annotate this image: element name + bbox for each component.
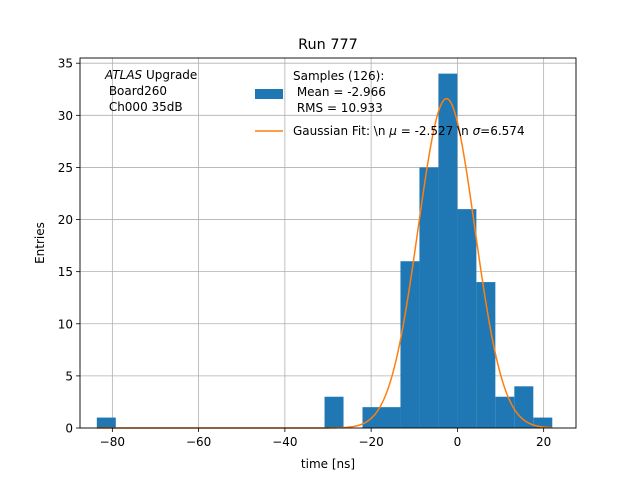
histogram-bar xyxy=(400,261,420,428)
legend-fit-text-1: Gaussian Fit: \n xyxy=(293,124,389,138)
y-tick-label: 35 xyxy=(58,57,73,71)
x-axis-ticks: −80 −60 −40 −20 0 20 xyxy=(100,428,551,449)
histogram-bars xyxy=(96,73,553,429)
legend: Samples (126): Mean = -2.966 RMS = 10.93… xyxy=(255,69,525,138)
x-axis-label: time [ns] xyxy=(301,457,355,471)
legend-fit-sigma: σ xyxy=(473,124,481,138)
y-tick-label: 15 xyxy=(58,265,73,279)
histogram-bar xyxy=(324,396,344,428)
histogram-bar xyxy=(96,417,116,428)
x-tick-label: −60 xyxy=(186,435,211,449)
legend-fit-label: Gaussian Fit: \n μ = -2.527 \n σ=6.574 xyxy=(293,124,525,138)
y-tick-label: 10 xyxy=(58,317,73,331)
upgrade-label: Upgrade xyxy=(142,68,197,82)
x-tick-label: −20 xyxy=(358,435,383,449)
x-tick-label: 0 xyxy=(454,435,462,449)
histogram-bar xyxy=(514,386,534,428)
histogram-bar xyxy=(419,167,439,428)
y-tick-label: 20 xyxy=(58,213,73,227)
atlas-label: ATLAS xyxy=(104,68,143,82)
plot-frame xyxy=(79,57,577,429)
chart-title: Run 777 xyxy=(298,37,358,53)
y-tick-label: 25 xyxy=(58,161,73,175)
annotation-text: ATLAS Upgrade Board260 Ch000 35dB xyxy=(104,68,197,114)
histogram-bar xyxy=(476,282,496,428)
legend-fit-mu: μ xyxy=(388,124,397,138)
x-tick-label: 20 xyxy=(536,435,551,449)
histogram-bar xyxy=(381,407,401,428)
histogram-bar xyxy=(533,417,553,428)
grid xyxy=(80,58,576,429)
legend-fit-text-2: = -2.527 \n xyxy=(397,124,473,138)
y-tick-label: 30 xyxy=(58,109,73,123)
y-axis-ticks: 0 5 10 15 20 25 30 35 xyxy=(58,57,80,436)
legend-hist-label-1: Samples (126): xyxy=(293,69,384,83)
legend-fit-text-3: =6.574 xyxy=(480,124,524,138)
y-axis-label: Entries xyxy=(33,222,47,264)
histogram-bar xyxy=(438,73,458,429)
y-tick-label: 5 xyxy=(65,369,73,383)
x-tick-label: −80 xyxy=(100,435,125,449)
y-tick-label: 0 xyxy=(65,422,73,436)
annotation-line-1: ATLAS Upgrade xyxy=(104,68,197,82)
histogram-bar xyxy=(457,209,477,428)
legend-hist-label-3: RMS = 10.933 xyxy=(293,101,383,115)
x-tick-label: −40 xyxy=(272,435,297,449)
annotation-line-2: Board260 xyxy=(105,84,167,98)
histogram-bar xyxy=(495,396,515,428)
annotation-line-3: Ch000 35dB xyxy=(105,100,183,114)
legend-hist-swatch xyxy=(255,89,283,99)
legend-hist-label-2: Mean = -2.966 xyxy=(293,85,386,99)
